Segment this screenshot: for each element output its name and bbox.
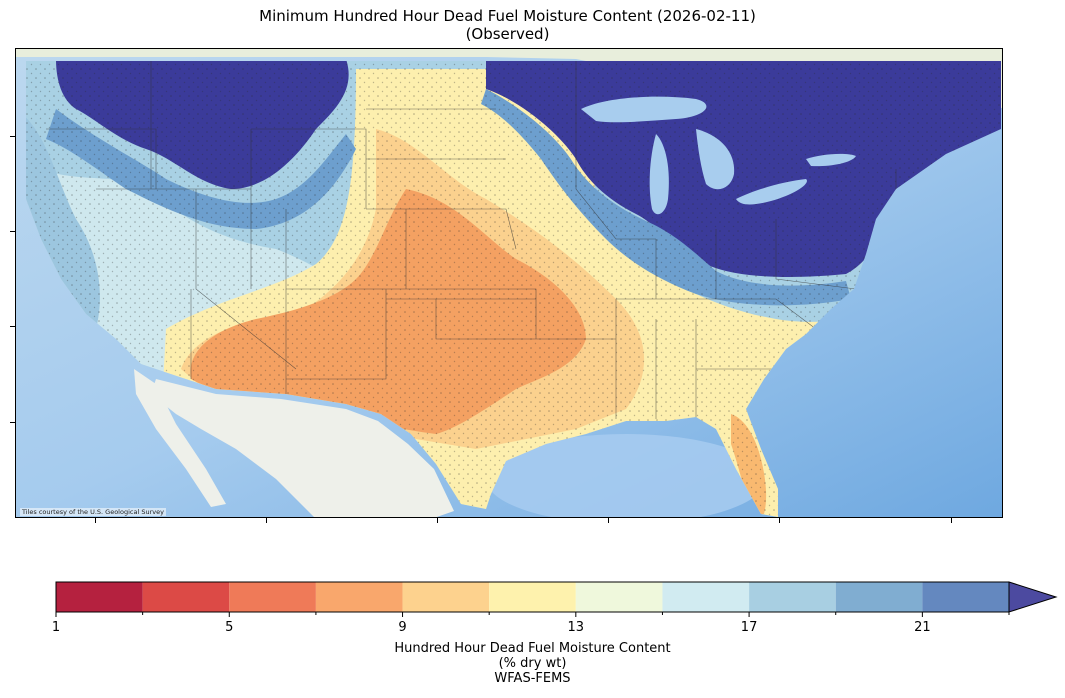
colorbar-bin bbox=[142, 582, 230, 612]
colorbar-tick-label: 9 bbox=[398, 620, 407, 635]
colorbar-bin bbox=[922, 582, 1009, 612]
colorbar-label: Hundred Hour Dead Fuel Moisture Content bbox=[394, 641, 671, 656]
map-tick-bottom bbox=[95, 518, 96, 523]
map-title: Minimum Hundred Hour Dead Fuel Moisture … bbox=[259, 7, 756, 25]
colorbar-bin bbox=[835, 582, 923, 612]
colorbar-bin bbox=[56, 582, 143, 612]
colorbar-bin bbox=[662, 582, 750, 612]
map-subtitle: (Observed) bbox=[465, 25, 550, 43]
lake-superior bbox=[581, 96, 707, 123]
baja-land bbox=[134, 369, 226, 507]
colorbar-bin bbox=[489, 582, 576, 612]
colorbar-source: WFAS-FEMS bbox=[494, 671, 571, 686]
colorbar-bin bbox=[315, 582, 403, 612]
colorbar-bin bbox=[402, 582, 490, 612]
lake-ontario bbox=[806, 153, 856, 167]
colorbar-bin bbox=[749, 582, 836, 612]
lake-huron bbox=[696, 129, 735, 190]
map-tick-left bbox=[10, 422, 15, 423]
colorbar-tick-label: 21 bbox=[914, 620, 931, 635]
mexico-land bbox=[151, 379, 454, 517]
colorbar-bins bbox=[56, 582, 1009, 612]
colorbar-tick-label: 5 bbox=[225, 620, 234, 635]
map-tick-left bbox=[10, 136, 15, 137]
colorbar-tick-label: 17 bbox=[740, 620, 758, 635]
colorbar-extend-arrow bbox=[1008, 581, 1058, 613]
map-tick-bottom bbox=[608, 518, 609, 523]
lake-erie bbox=[736, 179, 807, 205]
colorbar-ticks bbox=[55, 612, 1010, 617]
map-panel[interactable]: Tiles courtesy of the U.S. Geological Su… bbox=[15, 48, 1003, 518]
lake-michigan bbox=[649, 134, 669, 215]
colorbar-tick-label: 13 bbox=[567, 620, 585, 635]
colorbar bbox=[55, 581, 1058, 617]
map-tick-bottom bbox=[437, 518, 438, 523]
map-tick-bottom bbox=[266, 518, 267, 523]
colorbar-outline bbox=[55, 581, 1010, 613]
map-tick-left bbox=[10, 326, 15, 327]
tile-attribution: Tiles courtesy of the U.S. Geological Su… bbox=[20, 508, 166, 516]
colorbar-bin bbox=[575, 582, 663, 612]
colorbar-bin bbox=[229, 582, 316, 612]
colorbar-units: (% dry wt) bbox=[498, 656, 567, 671]
fuel-moisture-map bbox=[16, 49, 1002, 517]
map-tick-bottom bbox=[951, 518, 952, 523]
map-tick-bottom bbox=[779, 518, 780, 523]
gulf-of-mexico bbox=[486, 434, 766, 517]
map-tick-left bbox=[10, 231, 15, 232]
colorbar-tick-label: 1 bbox=[51, 620, 61, 635]
